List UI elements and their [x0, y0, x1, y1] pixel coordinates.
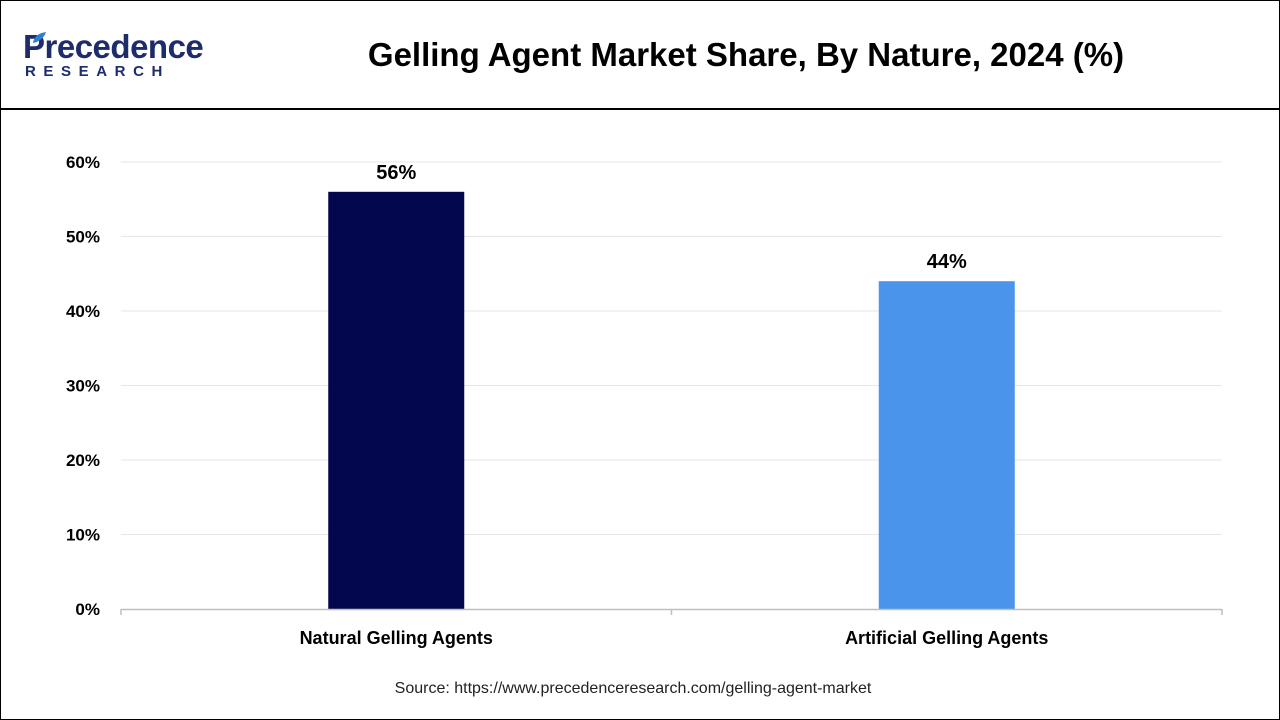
y-tick-label: 60%: [66, 153, 100, 172]
bars: [328, 191, 1015, 610]
precedence-research-logo: Precedence RESEARCH: [23, 29, 213, 85]
y-axis-ticks: 0% 10% 20% 30% 40% 50% 60%: [66, 153, 100, 619]
bar-2: [878, 281, 1015, 609]
y-tick-label: 20%: [66, 451, 100, 470]
header: Precedence RESEARCH Gelling Agent Market…: [1, 1, 1279, 110]
chart-title: Gelling Agent Market Share, By Nature, 2…: [367, 36, 1125, 73]
bar-1: [328, 191, 465, 610]
leaf-icon: [33, 32, 46, 43]
logo-tagline: RESEARCH: [25, 63, 170, 80]
data-label: 56%: [376, 162, 416, 184]
logo-wordmark: Precedence: [23, 28, 204, 65]
y-tick-label: 10%: [66, 526, 100, 545]
x-axis: [120, 608, 1223, 615]
y-tick-label: 40%: [66, 302, 100, 321]
x-tick-label: Artificial Gelling Agents: [845, 628, 1048, 648]
y-tick-label: 50%: [66, 228, 100, 247]
y-tick-label: 0%: [75, 600, 100, 619]
y-tick-label: 30%: [66, 377, 100, 396]
gridlines: [121, 161, 1222, 535]
x-axis-ticks: Natural Gelling Agents Artificial Gelling…: [300, 628, 1049, 648]
data-labels: 56% 44%: [376, 162, 967, 273]
source-note: Source: https://www.precedenceresearch.c…: [394, 680, 872, 697]
x-tick-label: Natural Gelling Agents: [300, 628, 493, 648]
data-label: 44%: [927, 251, 967, 273]
